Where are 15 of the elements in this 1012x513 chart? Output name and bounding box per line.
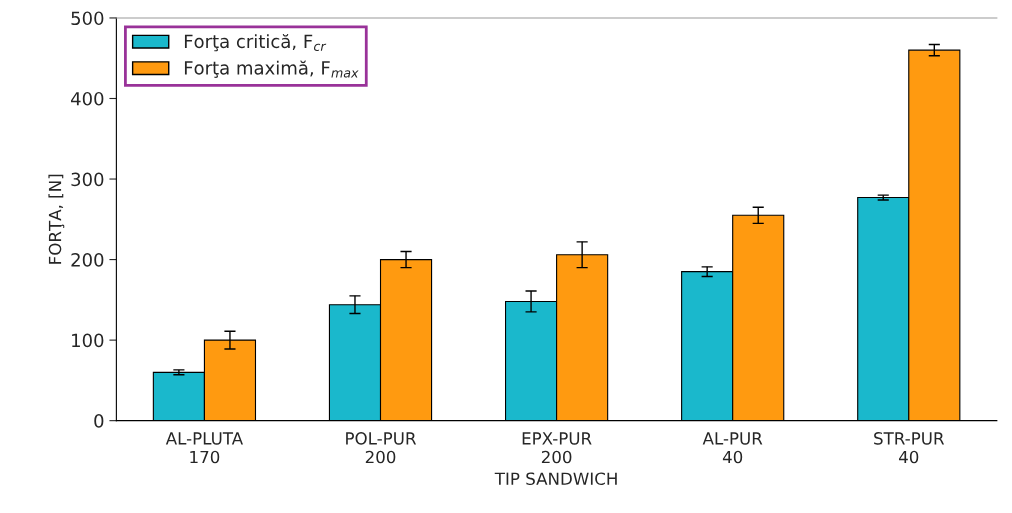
y-tick-label: 400	[70, 91, 104, 106]
x-tick-label: STR-PUR 40	[874, 432, 945, 464]
y-tick-label: 200	[71, 253, 104, 267]
y-axis-title: FORŢA, [N]	[48, 174, 65, 264]
x-tick-label: POL-PUR 200	[346, 432, 417, 464]
y-tick-label: 300	[71, 172, 104, 187]
x-tick-label: AL-PLUTA 170	[165, 432, 243, 464]
y-tick-label: 500	[71, 11, 104, 26]
y-tick-label: 100	[72, 333, 104, 348]
legend-label: Forţa maximă, F$_{max}$	[184, 60, 359, 78]
x-axis-title: TIP SANDWICH	[494, 472, 617, 486]
x-tick-label: AL-PUR 40	[702, 432, 763, 464]
x-tick-label: EPX-PUR 200	[522, 432, 592, 464]
y-tick-label: 0	[94, 414, 104, 428]
legend-label: Forţa critică, F$_{cr}$	[184, 34, 327, 52]
